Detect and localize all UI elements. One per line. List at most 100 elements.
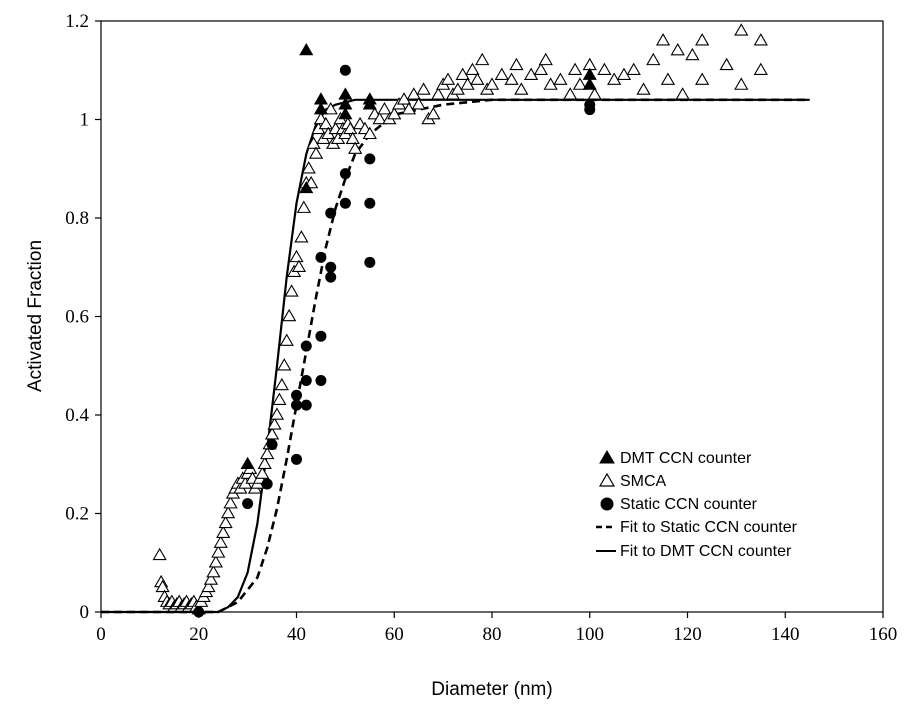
x-axis-title: Diameter (nm) xyxy=(431,679,552,700)
smca-point xyxy=(636,82,651,95)
legend-item-smca: SMCA xyxy=(598,472,667,490)
smca-point xyxy=(538,52,553,66)
smca-point xyxy=(401,102,417,115)
smca-point xyxy=(201,579,216,593)
axis-ticks: 0 20 40 60 80 100 120 140 160 0 0.2 0.4 0.6 0.8 1 1.2 xyxy=(65,11,897,645)
y-tick-label: 0 xyxy=(80,602,90,623)
legend-item-fit-dmt: Fit to DMT CCN counter xyxy=(596,543,792,560)
dmt-point xyxy=(240,456,255,469)
smca-point xyxy=(396,92,412,105)
smca-point xyxy=(685,47,700,61)
y-tick-label: 0.8 xyxy=(65,208,89,229)
static-ccn-point xyxy=(325,207,337,219)
smca-point xyxy=(543,77,558,90)
smca-point xyxy=(587,87,602,100)
y-tick-label: 0.2 xyxy=(65,504,89,525)
smca-point xyxy=(597,62,612,76)
legend-item-static: Static CCN counter xyxy=(600,496,758,513)
dmt-point xyxy=(299,180,314,194)
smca-point xyxy=(152,547,167,561)
static-ccn-point xyxy=(291,453,302,465)
y-tick-label: 0.6 xyxy=(65,307,89,328)
x-tick-label: 140 xyxy=(771,624,800,645)
x-tick-label: 80 xyxy=(483,624,502,645)
smca-point xyxy=(734,23,749,36)
x-tick-label: 160 xyxy=(869,624,898,645)
smca-point xyxy=(616,67,632,80)
legend-label-dmt: DMT CCN counter xyxy=(620,450,752,467)
smca-point xyxy=(279,333,294,346)
smca-point xyxy=(284,284,299,297)
smca-point xyxy=(475,52,490,66)
smca-point xyxy=(291,259,307,273)
smca-point xyxy=(323,102,338,115)
static-ccn-point xyxy=(364,153,376,165)
smca-point xyxy=(289,249,304,263)
smca-point xyxy=(216,525,231,538)
smca-point xyxy=(345,131,360,144)
static-ccn-point xyxy=(291,389,302,401)
smca-point xyxy=(572,77,588,90)
x-tick-label: 120 xyxy=(673,624,702,645)
legend: DMT CCN counter SMCA Static CCN counter … xyxy=(596,450,798,560)
smca-point xyxy=(753,62,768,76)
static-ccn-point xyxy=(266,439,278,451)
smca-point xyxy=(450,82,465,95)
smca-point xyxy=(563,87,578,100)
static-ccn-point xyxy=(364,197,376,209)
smca-point xyxy=(426,106,441,120)
legend-item-dmt: DMT CCN counter xyxy=(599,450,752,467)
smca-point xyxy=(734,77,749,90)
smca-point xyxy=(318,116,333,130)
legend-label-fit-dmt: Fit to DMT CCN counter xyxy=(620,543,792,560)
smca-point xyxy=(296,200,311,213)
fit-line-dmt xyxy=(101,98,810,614)
static-ccn-point xyxy=(364,256,376,268)
static-ccn-point xyxy=(339,197,351,209)
smca-point xyxy=(567,62,583,76)
smca-point xyxy=(301,161,316,174)
smca-point xyxy=(514,82,529,95)
legend-label-smca: SMCA xyxy=(620,473,667,490)
dmt-point xyxy=(582,77,597,90)
static-ccn-point xyxy=(300,340,312,352)
x-tick-label: 60 xyxy=(385,624,404,645)
smca-point xyxy=(553,72,568,85)
y-axis-title: Activated Fraction xyxy=(25,240,46,392)
smca-point xyxy=(264,427,280,440)
smca-point xyxy=(208,555,223,568)
x-tick-label: 0 xyxy=(96,624,106,645)
x-tick-label: 100 xyxy=(576,624,605,645)
smca-point xyxy=(504,72,519,85)
legend-marker-smca xyxy=(598,472,616,487)
smca-point xyxy=(372,111,387,125)
smca-point xyxy=(695,33,710,46)
x-tick-label: 20 xyxy=(189,624,208,645)
dmt-point xyxy=(362,97,377,110)
smca-point xyxy=(465,62,480,76)
legend-label-static: Static CCN counter xyxy=(620,496,758,513)
smca-point xyxy=(670,42,685,56)
smca-point xyxy=(646,52,661,66)
smca-point xyxy=(470,72,485,85)
smca-point xyxy=(343,121,358,135)
smca-point xyxy=(377,102,392,115)
smca-point xyxy=(203,572,219,585)
dmt-point xyxy=(313,102,328,115)
smca-point xyxy=(220,505,236,519)
smca-point xyxy=(348,141,363,154)
legend-marker-static xyxy=(600,497,614,511)
smca-point xyxy=(655,33,671,46)
static-ccn-point xyxy=(315,330,327,342)
smca-point xyxy=(675,87,690,100)
smca-point xyxy=(267,417,282,430)
static-ccn-point xyxy=(315,251,327,263)
static-ccn-point xyxy=(242,498,254,510)
legend-item-fit-static: Fit to Static CCN counter xyxy=(596,519,798,536)
y-tick-label: 1.2 xyxy=(65,11,89,32)
static-ccn-point xyxy=(325,271,337,283)
smca-point xyxy=(213,535,228,548)
static-ccn-point xyxy=(193,606,205,618)
static-ccn-point xyxy=(261,478,273,490)
